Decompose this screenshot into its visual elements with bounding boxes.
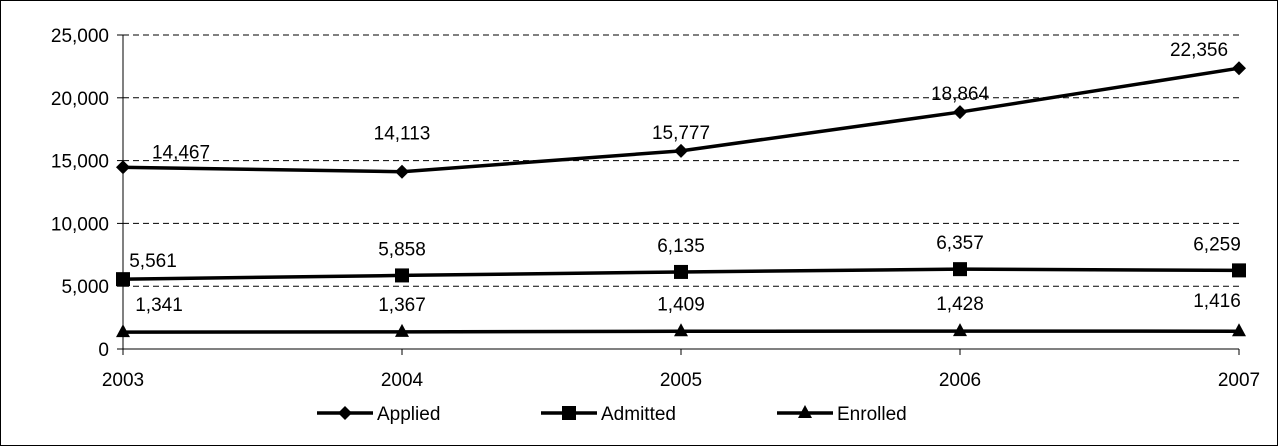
x-tick-label: 2007	[1218, 370, 1260, 391]
legend-admitted-marker	[562, 406, 576, 420]
series-enrolled-data-label: 1,367	[378, 295, 426, 316]
series-enrolled-point	[116, 324, 130, 338]
y-tick-label: 25,000	[51, 26, 109, 47]
series-enrolled-data-label: 1,428	[936, 294, 984, 315]
series-admitted-point	[1232, 263, 1246, 278]
x-tick-label: 2004	[381, 370, 424, 391]
series-enrolled-point	[953, 323, 967, 337]
series-applied-data-label: 18,864	[931, 84, 990, 105]
series-admitted-point	[674, 264, 688, 279]
y-tick-label: 0	[98, 340, 109, 361]
series-enrolled-point	[395, 323, 409, 337]
legend-applied-label: Applied	[377, 404, 440, 425]
legend-enrolled-marker	[798, 405, 812, 418]
series-admitted-point	[395, 268, 409, 283]
y-tick-label: 20,000	[51, 89, 109, 110]
series-applied-point	[674, 143, 688, 158]
x-tick-label: 2006	[939, 370, 981, 391]
series-applied-data-label: 14,467	[152, 142, 210, 163]
series-admitted-data-label: 6,135	[657, 236, 705, 257]
series-admitted-point	[953, 262, 967, 277]
series-applied-point	[953, 105, 967, 120]
series-admitted-data-label: 6,357	[936, 233, 984, 254]
series-enrolled-data-label: 1,409	[657, 294, 705, 315]
series-applied-data-label: 22,356	[1170, 40, 1228, 61]
series-admitted-data-label: 5,561	[129, 251, 177, 272]
legend-admitted-label: Admitted	[601, 404, 676, 425]
series-enrolled-data-label: 1,341	[135, 295, 183, 316]
series-admitted-data-label: 5,858	[378, 239, 426, 260]
series-enrolled-point	[674, 323, 688, 337]
y-tick-label: 5,000	[61, 277, 109, 298]
series-enrolled-data-label: 1,416	[1193, 291, 1241, 312]
series-applied-data-label: 14,113	[374, 124, 431, 145]
x-tick-label: 2003	[102, 370, 144, 391]
series-applied-point	[116, 160, 130, 175]
y-tick-label: 10,000	[51, 214, 109, 235]
y-tick-label: 15,000	[51, 152, 109, 173]
series-applied-point	[395, 164, 409, 179]
series-admitted-data-label: 6,259	[1193, 234, 1241, 255]
x-tick-label: 2005	[660, 370, 702, 391]
series-enrolled-point	[1232, 323, 1246, 337]
series-applied-data-label: 15,777	[652, 123, 710, 144]
series-applied-point	[1232, 61, 1246, 76]
legend-applied-marker	[338, 406, 352, 420]
series-admitted-point	[116, 272, 130, 287]
legend-enrolled-label: Enrolled	[837, 404, 907, 425]
